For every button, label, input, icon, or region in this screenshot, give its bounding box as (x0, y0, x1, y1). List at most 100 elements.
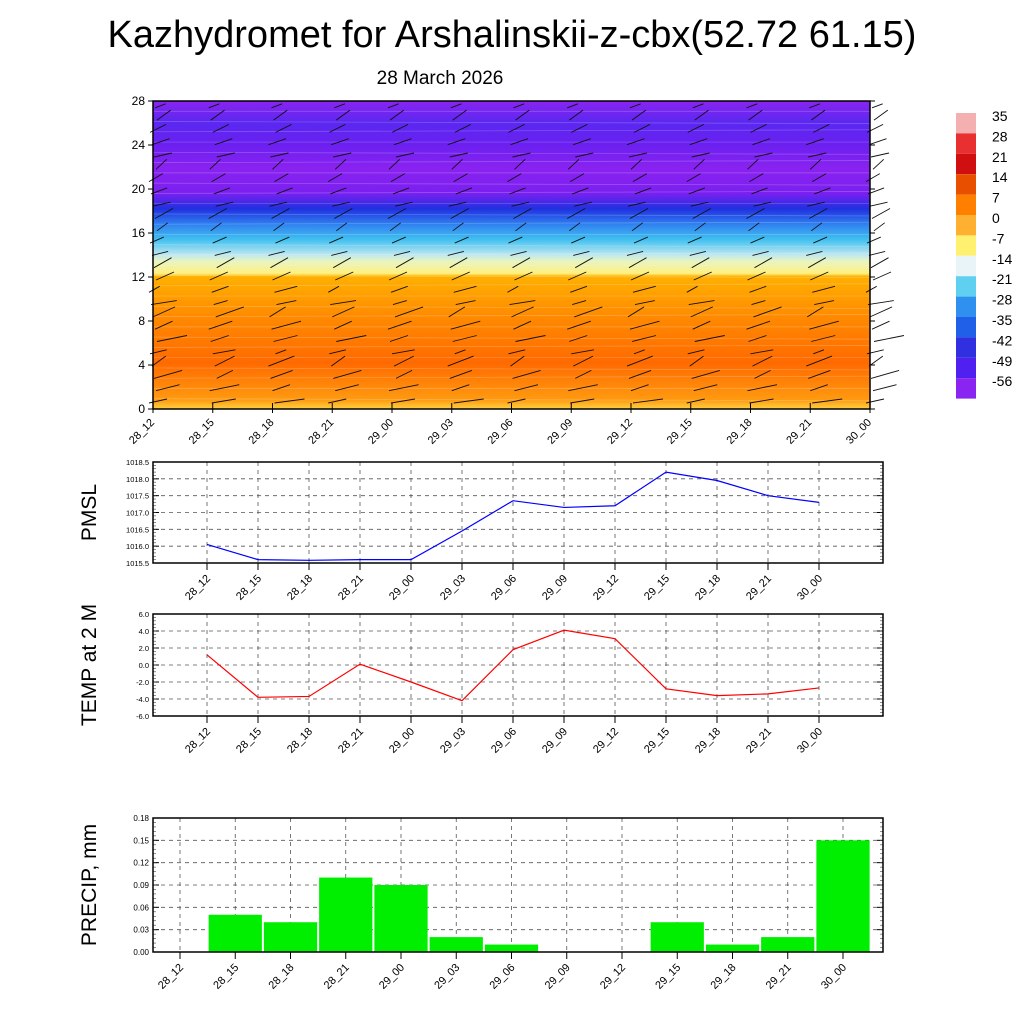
wind-barb (750, 236, 765, 244)
y-tick-label: 20 (132, 182, 146, 196)
wind-barb (570, 173, 585, 182)
wind-barb (512, 257, 531, 269)
wind-barb (334, 103, 346, 109)
x-tick-label: 29_12 (598, 962, 628, 992)
wind-barb (507, 173, 522, 182)
wind-barb (626, 250, 644, 256)
wind-barb (807, 201, 825, 207)
x-tick-label: 28_15 (211, 962, 241, 992)
wind-barb (274, 398, 305, 404)
contour-line (152, 121, 871, 124)
wind-barb (447, 355, 474, 367)
wind-barb (629, 208, 649, 219)
wind-barb (810, 271, 829, 281)
colorbar-label: -21 (992, 271, 1012, 287)
wind-barb (449, 369, 473, 379)
wind-barb (215, 201, 234, 207)
wind-barb (148, 398, 168, 404)
wind-barb (514, 158, 526, 170)
precip-bar (484, 944, 539, 952)
wind-barb (865, 398, 885, 404)
wind-barb (210, 335, 229, 342)
wind-barb (510, 355, 525, 367)
wind-barb (270, 369, 293, 379)
wind-barb (631, 335, 657, 342)
contour-line (152, 283, 871, 287)
wind-barb (873, 335, 905, 342)
wind-barb (629, 320, 660, 330)
x-tick-label: 30_00 (844, 417, 874, 447)
y-tick-label: -2.0 (136, 678, 149, 687)
x-tick-label: 29_12 (591, 726, 621, 756)
wind-barb (567, 320, 591, 330)
colorbar-swatch (956, 357, 976, 379)
wind-barb (686, 285, 698, 293)
wind-barb (394, 201, 413, 207)
wind-barb (454, 123, 472, 133)
wind-barb (510, 250, 527, 256)
wind-barb (690, 201, 709, 207)
y-tick-label: 16 (132, 226, 146, 240)
wind-barb (330, 300, 357, 306)
wind-barb (568, 222, 581, 232)
x-tick-label: 29_21 (784, 417, 814, 447)
x-tick-label: 29_09 (540, 726, 570, 756)
wind-barb (688, 187, 706, 195)
colorbar-swatch (956, 317, 976, 338)
plot-frame (152, 461, 884, 564)
wind-barb (273, 109, 288, 121)
wind-barb (330, 187, 347, 195)
wind-barb (691, 152, 710, 158)
wind-barb (275, 123, 292, 133)
wind-barb (332, 201, 350, 207)
wind-barb (808, 152, 827, 158)
wind-barb (686, 173, 701, 182)
wind-barb (754, 257, 773, 269)
wind-barb (749, 173, 764, 182)
wind-barb (333, 152, 352, 158)
wind-barb (693, 158, 705, 170)
x-tick-label: 30_00 (819, 962, 849, 992)
x-tick-label: 28_15 (234, 573, 264, 603)
wind-barb (150, 300, 177, 306)
colorbar-swatch (956, 276, 976, 297)
wind-barb (511, 201, 530, 207)
wind-barb (153, 257, 172, 269)
wind-barb (211, 285, 229, 293)
wind-barb (753, 306, 782, 318)
y-tick-label: 0 (138, 402, 145, 416)
x-tick-label: 28_12 (156, 962, 186, 992)
wind-barb (270, 257, 289, 269)
wind-barb (508, 349, 526, 355)
wind-barb (752, 355, 773, 367)
wind-barb (810, 222, 823, 232)
series-line (206, 629, 820, 702)
x-tick-label: 29_12 (605, 417, 635, 447)
wind-barb (626, 138, 645, 146)
wind-barb (513, 208, 532, 219)
x-tick-label: 29_00 (377, 962, 407, 992)
wind-barb (151, 250, 169, 256)
colorbar-swatch (956, 255, 976, 277)
wind-barb (273, 335, 298, 342)
wind-barb (867, 300, 894, 306)
y-tick-label: 6.0 (139, 610, 149, 619)
x-tick-label: 29_18 (693, 573, 723, 603)
y-tick-label: 0.03 (133, 926, 149, 935)
wind-barb (453, 173, 468, 182)
x-tick-label: 28_15 (234, 726, 264, 756)
wind-barb (451, 158, 463, 170)
wind-barb (273, 222, 285, 232)
x-tick-label: 29_09 (543, 962, 573, 992)
wind-barb (393, 138, 412, 146)
colorbar-label: 14 (992, 169, 1008, 185)
precip-bar (374, 885, 428, 952)
contour-line (152, 191, 871, 194)
precip-bar (208, 914, 262, 952)
y-tick-label: 0.18 (133, 814, 149, 823)
wind-barb (390, 285, 408, 293)
wind-barb (515, 109, 530, 121)
wind-barb (748, 335, 767, 342)
wind-barb (514, 384, 539, 392)
wind-barb (155, 271, 175, 281)
